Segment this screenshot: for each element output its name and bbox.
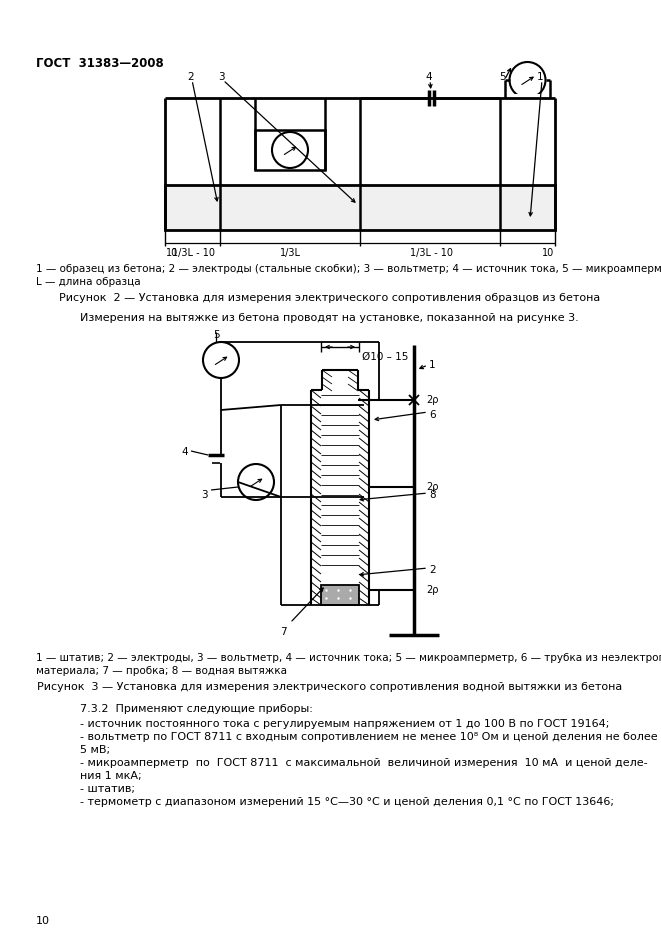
Text: 1/3L - 10: 1/3L - 10: [173, 248, 215, 258]
Text: 5: 5: [213, 330, 219, 340]
Text: 1/3L: 1/3L: [280, 248, 301, 258]
Text: 4: 4: [181, 447, 188, 457]
Text: Рисунок  2 — Установка для измерения электрического сопротивления образцов из бе: Рисунок 2 — Установка для измерения элек…: [59, 293, 601, 303]
Text: 6: 6: [429, 410, 436, 420]
Text: 3: 3: [218, 72, 225, 82]
Circle shape: [238, 464, 274, 500]
Text: материала; 7 — пробка; 8 — водная вытяжка: материала; 7 — пробка; 8 — водная вытяжк…: [36, 666, 287, 676]
Text: 1 — образец из бетона; 2 — электроды (стальные скобки); 3 — вольтметр; 4 — источ: 1 — образец из бетона; 2 — электроды (ст…: [36, 264, 661, 274]
Text: 1: 1: [537, 72, 543, 82]
Text: ния 1 мкА;: ния 1 мкА;: [80, 771, 141, 781]
Circle shape: [510, 62, 545, 98]
Text: 7.3.2  Применяют следующие приборы:: 7.3.2 Применяют следующие приборы:: [80, 704, 313, 714]
Text: Рисунок  3 — Установка для измерения электрического сопротивления водной вытяжки: Рисунок 3 — Установка для измерения элек…: [38, 682, 623, 692]
Text: 2ρ: 2ρ: [426, 482, 438, 492]
Text: ГОСТ  31383—2008: ГОСТ 31383—2008: [36, 57, 164, 70]
Text: 10: 10: [166, 248, 178, 258]
Text: 10: 10: [542, 248, 555, 258]
Circle shape: [203, 342, 239, 378]
Bar: [255, 130, 325, 170]
Text: 1 — штатив; 2 — электроды, 3 — вольтметр, 4 — источник тока; 5 — микроамперметр,: 1 — штатив; 2 — электроды, 3 — вольтметр…: [36, 653, 661, 663]
Bar: [425, 94, 439, 102]
Text: - вольтметр по ГОСТ 8711 с входным сопротивлением не менее 10⁸ Ом и ценой делени: - вольтметр по ГОСТ 8711 с входным сопро…: [80, 732, 658, 742]
Text: Ø10 – 15: Ø10 – 15: [362, 352, 408, 362]
Text: 5 мВ;: 5 мВ;: [80, 745, 110, 755]
Text: 8: 8: [429, 490, 436, 500]
Text: 2ρ: 2ρ: [426, 585, 438, 595]
Text: - штатив;: - штатив;: [80, 784, 135, 794]
Text: Измерения на вытяжке из бетона проводят на установке, показанной на рисунке 3.: Измерения на вытяжке из бетона проводят …: [80, 313, 579, 323]
Bar: [165, 185, 555, 230]
Text: 7: 7: [280, 627, 287, 637]
Text: 1/3L - 10: 1/3L - 10: [410, 248, 453, 258]
Text: - источник постоянного тока с регулируемым напряжением от 1 до 100 В по ГОСТ 191: - источник постоянного тока с регулируем…: [80, 719, 609, 729]
Text: 1: 1: [429, 360, 436, 370]
Text: 10: 10: [36, 916, 50, 926]
Text: L — длина образца: L — длина образца: [36, 277, 141, 287]
Bar: [321, 585, 359, 605]
Text: 5: 5: [500, 72, 506, 82]
Text: 2: 2: [187, 72, 194, 82]
Text: - микроамперметр  по  ГОСТ 8711  с максимальной  величиной измерения  10 мА  и ц: - микроамперметр по ГОСТ 8711 с максимал…: [80, 758, 648, 768]
Text: - термометр с диапазоном измерений 15 °C—30 °C и ценой деления 0,1 °C по ГОСТ 13: - термометр с диапазоном измерений 15 °C…: [80, 797, 614, 807]
Text: 4: 4: [425, 72, 432, 82]
Bar: [505, 94, 550, 102]
Circle shape: [272, 132, 308, 168]
Text: 3: 3: [201, 490, 208, 500]
Text: 2ρ: 2ρ: [426, 395, 438, 405]
Text: 2: 2: [429, 565, 436, 575]
